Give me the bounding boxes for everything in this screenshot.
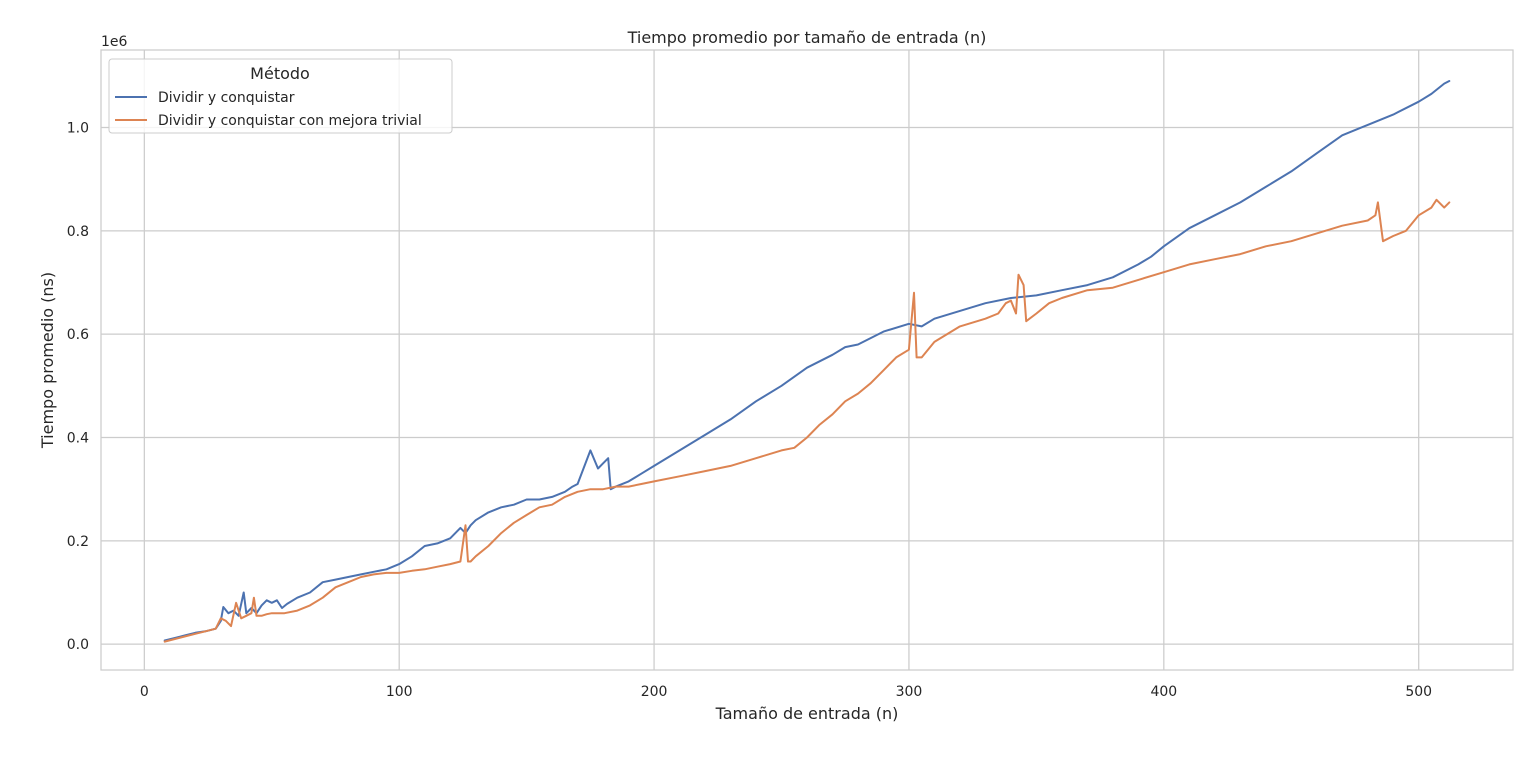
y-tick-label: 0.0: [67, 637, 89, 653]
y-tick-label: 0.2: [67, 534, 89, 550]
y-ticks: 0.0 0.2 0.4 0.6 0.8 1.0: [67, 121, 89, 654]
x-tick-label: 300: [896, 684, 923, 700]
plot-area: [100, 49, 1514, 671]
legend: Método Dividir y conquistar Dividir y co…: [108, 58, 453, 134]
series-layer: [163, 80, 1451, 643]
legend-box: [108, 58, 453, 134]
series-line-mejora-trivial: [163, 198, 1451, 643]
x-ticks: 0 100 200 300 400 500: [140, 684, 1432, 700]
x-tick-label: 100: [386, 684, 413, 700]
legend-label-mejora-trivial: Dividir y conquistar con mejora trivial: [158, 113, 422, 129]
y-tick-label: 0.6: [67, 327, 89, 343]
x-tick-label: 500: [1405, 684, 1432, 700]
legend-title: Método: [250, 64, 310, 83]
chart-title: Tiempo promedio por tamaño de entrada (n…: [627, 28, 987, 47]
y-tick-label: 0.8: [67, 224, 89, 240]
x-axis-title: Tamaño de entrada (n): [715, 704, 899, 723]
x-tick-label: 400: [1150, 684, 1177, 700]
y-axis-title: Tiempo promedio (ns): [38, 272, 57, 449]
y-tick-label: 0.4: [67, 431, 89, 447]
series-line-dividir: [163, 80, 1451, 642]
x-tick-label: 0: [140, 684, 149, 700]
y-offset-label: 1e6: [101, 34, 128, 50]
legend-label-dividir: Dividir y conquistar: [158, 90, 295, 106]
y-tick-label: 1.0: [67, 121, 89, 137]
x-tick-label: 200: [641, 684, 668, 700]
